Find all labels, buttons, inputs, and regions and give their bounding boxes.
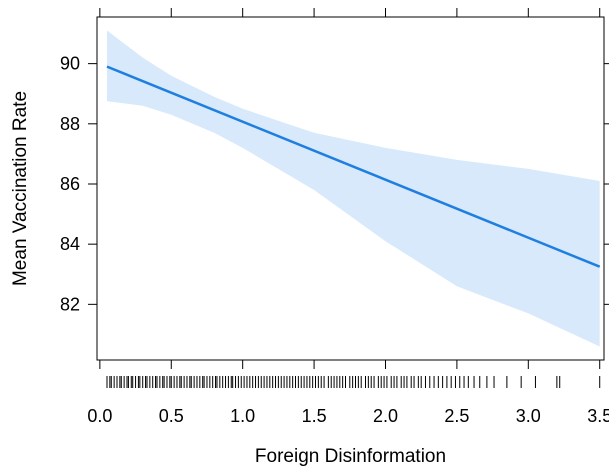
x-tick-label: 3.0 <box>516 406 541 426</box>
x-tick-label: 3.5 <box>587 406 609 426</box>
x-tick-label: 1.5 <box>302 406 327 426</box>
x-tick-label: 0.5 <box>159 406 184 426</box>
fit-line-layer <box>106 65 601 268</box>
plot-frame <box>96 16 605 361</box>
confidence-band <box>107 30 600 347</box>
y-axis-title: Mean Vaccination Rate <box>10 91 31 286</box>
confidence-band-layer <box>107 30 600 347</box>
y-tick-label: 90 <box>60 54 80 74</box>
y-tick-label: 82 <box>60 294 80 314</box>
fit-line <box>106 65 601 268</box>
rug-layer <box>106 376 601 388</box>
y-tick-label: 84 <box>60 234 80 254</box>
x-axis-ticks: 0.0 0.5 1.0 1.5 2.0 2.5 3.0 3.5 <box>87 8 609 426</box>
x-tick-label: 0.0 <box>87 406 112 426</box>
x-axis-title: Foreign Disinformation <box>255 446 446 467</box>
y-tick-label: 86 <box>60 174 80 194</box>
x-tick-label: 2.0 <box>373 406 398 426</box>
x-tick-label: 1.0 <box>230 406 255 426</box>
y-tick-label: 88 <box>60 114 80 134</box>
y-axis-ticks: 82 84 86 88 90 <box>60 54 609 314</box>
x-tick-label: 2.5 <box>444 406 469 426</box>
